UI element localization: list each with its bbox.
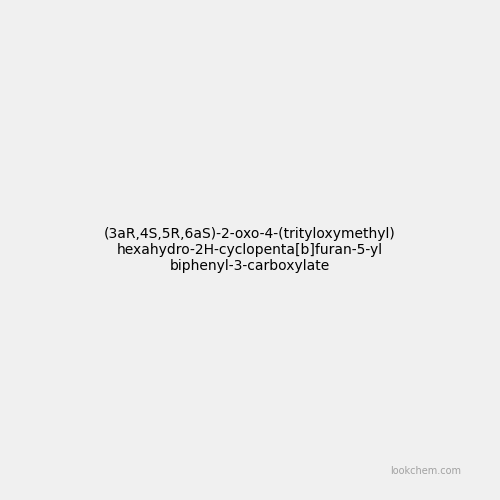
Text: (3aR,4S,5R,6aS)-2-oxo-4-(trityloxymethyl)
hexahydro-2H-cyclopenta[b]furan-5-yl
b: (3aR,4S,5R,6aS)-2-oxo-4-(trityloxymethyl… [104, 227, 396, 273]
Text: lookchem.com: lookchem.com [390, 466, 462, 475]
